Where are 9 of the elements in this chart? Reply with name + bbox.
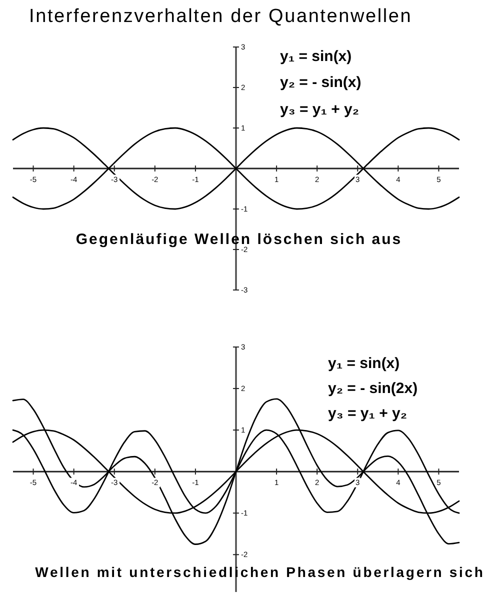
- annotation: y₂ = - sin(2x): [328, 380, 418, 396]
- annotation: y₃ = y₁ + y₂: [328, 404, 408, 422]
- line-series: [12, 127, 460, 210]
- line-series: [12, 398, 460, 545]
- chart-title: Interferenzverhalten der Quantenwellen: [29, 6, 412, 27]
- annotation: y₁ = sin(x): [328, 354, 400, 372]
- annotation: y₃ = y₁ + y₂: [280, 100, 360, 118]
- annotation: y₂ = - sin(x): [280, 74, 362, 90]
- annotation: y₁ = sin(x): [280, 48, 352, 64]
